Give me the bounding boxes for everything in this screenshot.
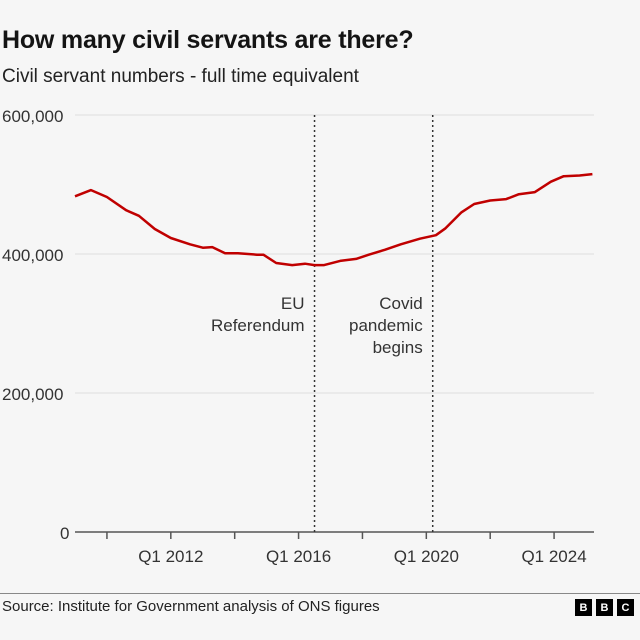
x-tick-label: Q1 2016 <box>266 547 331 566</box>
logo-letter: C <box>617 599 634 616</box>
chart-title: How many civil servants are there? <box>2 26 414 54</box>
annotation-label: Covid <box>379 294 422 313</box>
x-tick-label: Q1 2024 <box>521 547 586 566</box>
x-tick-label: Q1 2012 <box>138 547 203 566</box>
logo-letter: B <box>596 599 613 616</box>
annotation-label: pandemic <box>349 316 423 335</box>
y-tick-label: 600,000 <box>2 107 63 126</box>
annotation-label: EU <box>281 294 305 313</box>
source-note: Source: Institute for Government analysi… <box>2 598 380 615</box>
annotation-label: Referendum <box>211 316 305 335</box>
y-tick-label: 400,000 <box>2 246 63 265</box>
x-tick-label: Q1 2020 <box>394 547 459 566</box>
y-tick-label: 200,000 <box>2 385 63 404</box>
annotation-label: begins <box>373 338 423 357</box>
bbc-logo: B B C <box>575 599 634 616</box>
chart-subtitle: Civil servant numbers - full time equiva… <box>2 66 359 87</box>
logo-letter: B <box>575 599 592 616</box>
footer-divider <box>0 593 640 594</box>
series-line <box>74 172 593 267</box>
y-tick-label: 0 <box>60 524 69 543</box>
